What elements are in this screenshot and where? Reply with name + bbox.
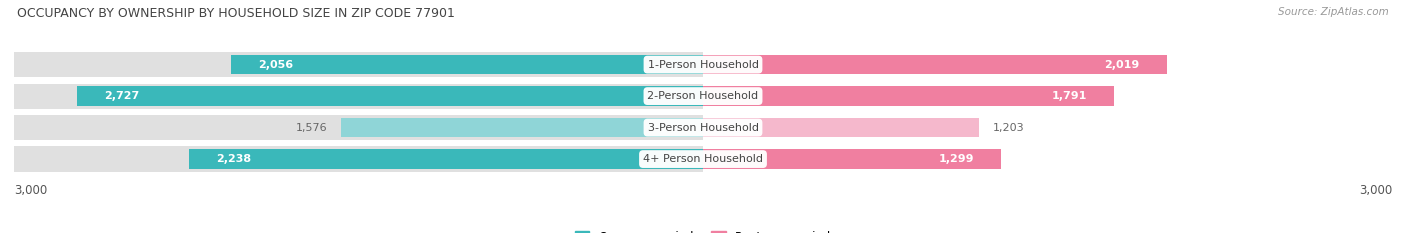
Text: 2-Person Household: 2-Person Household <box>647 91 759 101</box>
Text: 1,576: 1,576 <box>295 123 328 133</box>
Bar <box>14 115 703 140</box>
Text: 3,000: 3,000 <box>1358 184 1392 197</box>
Bar <box>14 52 703 77</box>
Text: 1,203: 1,203 <box>993 123 1025 133</box>
Text: 2,727: 2,727 <box>104 91 139 101</box>
Bar <box>342 118 703 137</box>
Text: OCCUPANCY BY OWNERSHIP BY HOUSEHOLD SIZE IN ZIP CODE 77901: OCCUPANCY BY OWNERSHIP BY HOUSEHOLD SIZE… <box>17 7 454 20</box>
Text: 1-Person Household: 1-Person Household <box>648 60 758 70</box>
Text: 2,019: 2,019 <box>1104 60 1139 70</box>
Text: 4+ Person Household: 4+ Person Household <box>643 154 763 164</box>
Bar <box>231 55 703 74</box>
Text: Source: ZipAtlas.com: Source: ZipAtlas.com <box>1278 7 1389 17</box>
Text: 3-Person Household: 3-Person Household <box>648 123 758 133</box>
Bar <box>703 149 1001 169</box>
Bar <box>14 83 703 109</box>
Bar <box>703 118 979 137</box>
Text: 1,791: 1,791 <box>1052 91 1087 101</box>
Legend: Owner-occupied, Renter-occupied: Owner-occupied, Renter-occupied <box>569 226 837 233</box>
Bar <box>14 147 703 172</box>
Text: 3,000: 3,000 <box>14 184 48 197</box>
Text: 1,299: 1,299 <box>938 154 974 164</box>
Bar <box>77 86 703 106</box>
Bar <box>703 86 1115 106</box>
Text: 2,056: 2,056 <box>259 60 294 70</box>
Bar <box>703 55 1167 74</box>
Bar <box>188 149 703 169</box>
Text: 2,238: 2,238 <box>217 154 252 164</box>
